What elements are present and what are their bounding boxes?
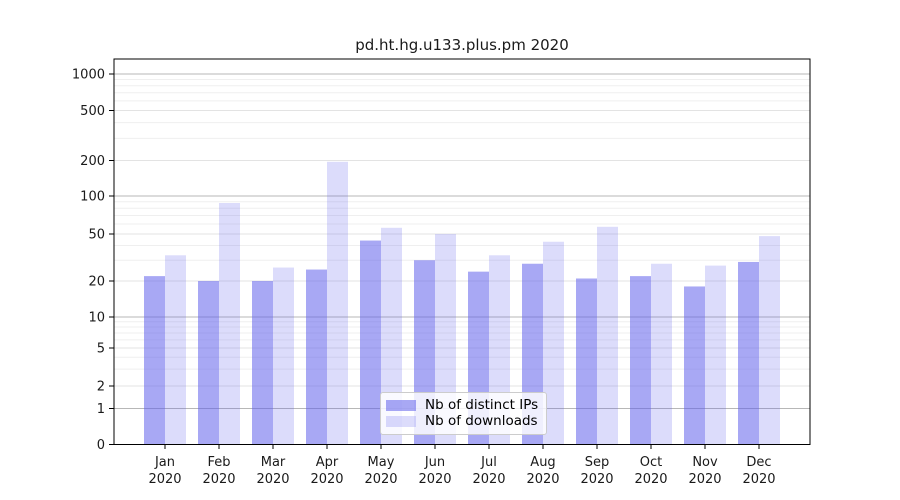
y-tick-label-50: 50 bbox=[88, 228, 105, 243]
x-axis: Jan 2020 Feb 2020 Mar 2020 Apr 2020 May 2020 Jun 20… bbox=[148, 444, 776, 487]
x-tick-label-dec: Dec 2020 bbox=[742, 455, 775, 487]
x-tick-label-feb: Feb 2020 bbox=[202, 455, 235, 487]
y-tick-label-1000: 1000 bbox=[72, 68, 105, 83]
legend-label-downloads: Nb of downloads bbox=[425, 413, 538, 429]
bar-downloads-feb bbox=[219, 203, 240, 445]
x-tick-label-mar: Mar 2020 bbox=[256, 455, 289, 487]
y-tick-label-5: 5 bbox=[97, 342, 105, 357]
bar-downloads-oct bbox=[651, 263, 672, 445]
y-tick-label-1: 1 bbox=[97, 402, 105, 417]
bar-distinct-ips-mar bbox=[252, 281, 273, 445]
gridlines bbox=[114, 73, 810, 409]
x-tick-label-may: May 2020 bbox=[364, 455, 397, 487]
legend-swatch-downloads bbox=[386, 416, 416, 428]
x-tick-label-aug: Aug 2020 bbox=[526, 455, 559, 487]
bar-distinct-ips-feb bbox=[198, 281, 219, 445]
bar-downloads-apr bbox=[327, 161, 348, 445]
y-axis: 0 1 2 5 10 20 50 100 200 500 1000 bbox=[72, 68, 114, 453]
x-tick-label-sep: Sep 2020 bbox=[580, 455, 613, 487]
bar-distinct-ips-jan bbox=[144, 276, 165, 445]
bar-downloads-mar bbox=[273, 267, 294, 445]
x-tick-label-nov: Nov 2020 bbox=[688, 455, 721, 487]
y-tick-label-20: 20 bbox=[88, 275, 105, 290]
y-tick-label-0: 0 bbox=[97, 438, 105, 453]
y-tick-label-10: 10 bbox=[88, 311, 105, 326]
y-tick-label-100: 100 bbox=[80, 190, 105, 205]
bar-distinct-ips-apr bbox=[306, 269, 327, 445]
bar-distinct-ips-dec bbox=[738, 261, 759, 445]
legend: Nb of distinct IPs Nb of downloads bbox=[380, 392, 547, 435]
bar-distinct-ips-oct bbox=[630, 276, 651, 445]
y-tick-label-500: 500 bbox=[80, 104, 105, 119]
bar-downloads-jun bbox=[435, 234, 456, 445]
x-tick-label-jun: Jun 2020 bbox=[418, 455, 451, 487]
legend-item-nb-of-downloads: Nb of downloads bbox=[386, 413, 538, 429]
bar-distinct-ips-sep bbox=[576, 278, 597, 445]
y-tick-label-200: 200 bbox=[80, 154, 105, 169]
legend-item-nb-of-distinct-ips: Nb of distinct IPs bbox=[386, 396, 539, 413]
bar-downloads-dec bbox=[759, 236, 780, 445]
bar-downloads-aug bbox=[543, 241, 564, 445]
bar-distinct-ips-may bbox=[360, 240, 381, 445]
x-tick-label-jul: Jul 2020 bbox=[472, 455, 505, 487]
y-tick-label-2: 2 bbox=[97, 380, 105, 395]
bar-downloads-nov bbox=[705, 265, 726, 445]
x-tick-label-apr: Apr 2020 bbox=[310, 455, 343, 487]
axes-box bbox=[113, 58, 811, 445]
legend-label-distinct-ips: Nb of distinct IPs bbox=[425, 396, 539, 413]
legend-swatch-distinct-ips bbox=[386, 399, 416, 411]
bar-downloads-may bbox=[381, 227, 402, 445]
bar-distinct-ips-nov bbox=[684, 286, 705, 445]
bar-downloads-jan bbox=[165, 255, 186, 445]
chart-title: pd.ht.hg.u133.plus.pm 2020 bbox=[355, 36, 569, 54]
x-tick-label-oct: Oct 2020 bbox=[634, 455, 667, 487]
x-tick-label-jan: Jan 2020 bbox=[148, 455, 181, 487]
bar-downloads-sep bbox=[597, 226, 618, 445]
